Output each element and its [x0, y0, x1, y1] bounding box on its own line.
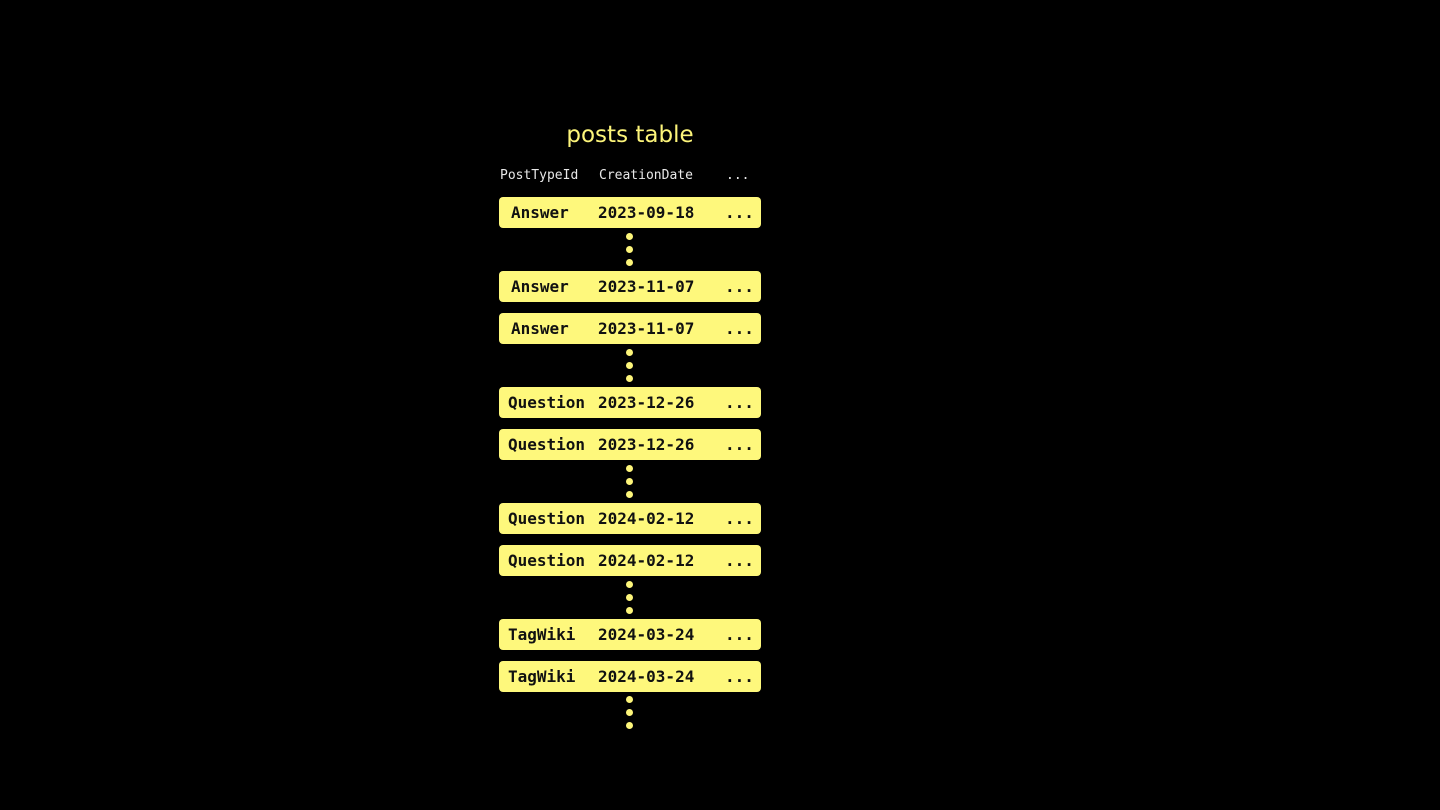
cell-more: ...	[725, 435, 754, 454]
table-row: Question 2023-12-26...	[499, 429, 761, 460]
cell-more: ...	[725, 625, 754, 644]
cell-creationdate: 2023-09-18	[598, 203, 695, 222]
cell-more: ...	[725, 319, 754, 338]
ellipsis-dot	[626, 722, 633, 729]
table-row: Question 2024-02-12...	[499, 503, 761, 534]
cell-creationdate: 2023-12-26	[598, 435, 695, 454]
cell-creationdate: 2023-11-07	[598, 319, 695, 338]
ellipsis-dot	[626, 594, 633, 601]
cell-more: ...	[725, 203, 754, 222]
cell-creationdate: 2024-03-24	[598, 667, 695, 686]
ellipsis-dot	[626, 696, 633, 703]
table-row: TagWiki 2024-03-24...	[499, 661, 761, 692]
ellipsis-dot	[626, 375, 633, 382]
table-row: Question 2023-12-26...	[499, 387, 761, 418]
cell-creationdate: 2024-02-12	[598, 551, 695, 570]
cell-posttype: TagWiki	[508, 625, 576, 644]
cell-creationdate: 2024-02-12	[598, 509, 695, 528]
ellipsis-dot	[626, 478, 633, 485]
ellipsis-dot	[626, 491, 633, 498]
cell-posttype: Question	[508, 509, 586, 528]
header-creationdate: CreationDate	[599, 168, 693, 183]
table-row: Answer 2023-11-07...	[499, 313, 761, 344]
ellipsis-dot	[626, 709, 633, 716]
ellipsis-dot	[626, 465, 633, 472]
header-posttypeid: PostTypeId	[500, 168, 579, 183]
table-row: Answer 2023-11-07...	[499, 271, 761, 302]
diagram-title: posts table	[566, 122, 694, 148]
cell-posttype: Question	[508, 393, 586, 412]
cell-creationdate: 2023-12-26	[598, 393, 695, 412]
ellipsis-dot	[626, 349, 633, 356]
ellipsis-dot	[626, 581, 633, 588]
cell-posttype: Question	[508, 551, 586, 570]
table-row: Answer 2023-09-18...	[499, 197, 761, 228]
cell-more: ...	[725, 551, 754, 570]
cell-posttype: Answer	[511, 277, 569, 296]
ellipsis-dot	[626, 259, 633, 266]
cell-posttype: Answer	[511, 203, 569, 222]
cell-more: ...	[725, 509, 754, 528]
table-row: Question 2024-02-12...	[499, 545, 761, 576]
cell-posttype: TagWiki	[508, 667, 576, 686]
cell-more: ...	[725, 393, 754, 412]
cell-posttype: Answer	[511, 319, 569, 338]
table-row: TagWiki 2024-03-24...	[499, 619, 761, 650]
ellipsis-dot	[626, 233, 633, 240]
header-more: ...	[726, 168, 750, 183]
cell-creationdate: 2023-11-07	[598, 277, 695, 296]
cell-more: ...	[725, 667, 754, 686]
cell-more: ...	[725, 277, 754, 296]
ellipsis-dot	[626, 607, 633, 614]
cell-creationdate: 2024-03-24	[598, 625, 695, 644]
cell-posttype: Question	[508, 435, 586, 454]
ellipsis-dot	[626, 246, 633, 253]
ellipsis-dot	[626, 362, 633, 369]
